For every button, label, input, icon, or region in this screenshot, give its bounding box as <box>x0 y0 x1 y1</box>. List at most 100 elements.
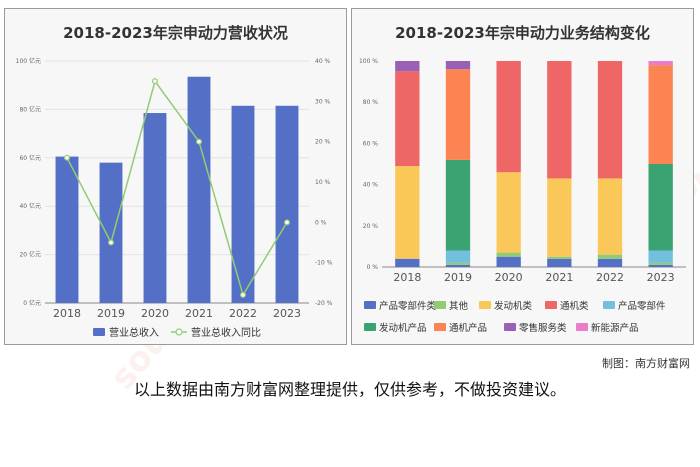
legend-swatch <box>603 301 615 309</box>
legend-label-yoy: 营业总收入同比 <box>191 326 261 339</box>
stacked-segment <box>597 61 623 179</box>
x-tick-label: 2019 <box>444 271 472 284</box>
revenue-chart: 0 亿元 20 亿元 40 亿元 60 亿元 80 亿元 100 亿元 -20 % -10 %… <box>16 57 333 339</box>
revenue-bar <box>55 156 79 303</box>
stacked-segment <box>445 159 471 251</box>
y-tick-label: 20 % <box>363 223 379 230</box>
y-left-tick-label: 40 亿元 <box>19 202 41 210</box>
legend-label: 产品零部件 <box>618 300 666 312</box>
stacked-segment <box>496 172 521 253</box>
x-tick-label: 2019 <box>97 307 125 320</box>
revenue-bar <box>143 113 167 303</box>
y-left-tick-label: 80 亿元 <box>19 105 41 113</box>
y-tick-label: 0 % <box>367 264 379 271</box>
y-tick-label: 100 % <box>359 58 378 65</box>
structure-chart-panel: 2018-2023年宗申动力业务结构变化 0 % 20 % 40 % 60 % 80 %… <box>351 8 694 345</box>
yoy-point <box>196 138 203 145</box>
y-tick-label: 80 % <box>363 99 379 106</box>
stacked-segment <box>547 258 572 267</box>
stacked-segment <box>597 258 623 267</box>
yoy-point <box>284 219 291 226</box>
legend-label: 通机产品 <box>449 322 487 334</box>
stacked-segment <box>395 71 420 167</box>
y-right-tick-label: -10 % <box>315 260 333 267</box>
stacked-segment <box>445 264 471 267</box>
legend-swatch <box>364 301 376 309</box>
revenue-chart-title: 2018-2023年宗申动力营收状况 <box>63 24 288 42</box>
stacked-segment <box>445 250 471 263</box>
y-left-tick-label: 0 亿元 <box>23 299 41 307</box>
structure-chart: 0 % 20 % 40 % 60 % 80 % 100 % 2018 2019 2020 2021… <box>359 58 686 334</box>
legend-swatch <box>479 301 491 309</box>
revenue-bar <box>231 105 255 304</box>
yoy-line <box>66 79 288 297</box>
revenue-bar <box>99 162 123 303</box>
stacked-segment <box>445 262 471 265</box>
y-tick-label: 60 % <box>363 140 379 147</box>
legend-label: 其他 <box>449 300 469 312</box>
stacked-segment <box>445 61 471 70</box>
stacked-segment <box>395 61 420 72</box>
x-tick-label: 2022 <box>229 307 257 320</box>
stacked-segment <box>648 65 673 164</box>
y-right-tick-label: 20 % <box>315 139 331 146</box>
legend-swatch <box>504 323 516 331</box>
stacked-segment <box>395 166 420 259</box>
stacked-segment <box>547 178 572 257</box>
credit-text: 制图：南方财富网 <box>602 357 690 370</box>
stacked-segment <box>547 61 572 179</box>
y-right-tick-label: 0 % <box>315 219 327 226</box>
legend-marker-yoy <box>175 328 183 336</box>
y-right-tick-label: 10 % <box>315 179 331 186</box>
stacked-segment <box>648 262 673 265</box>
x-tick-label: 2023 <box>273 307 301 320</box>
stacked-segment <box>597 254 623 259</box>
stacked-segment <box>547 256 572 259</box>
stacked-segment <box>648 250 673 263</box>
legend-swatch <box>364 323 376 331</box>
yoy-point <box>63 154 70 161</box>
y-tick-label: 40 % <box>363 182 379 189</box>
x-tick-label: 2021 <box>545 271 573 284</box>
y-left-tick-label: 60 亿元 <box>19 154 41 162</box>
x-tick-label: 2022 <box>596 271 624 284</box>
revenue-bar <box>275 105 299 304</box>
legend-swatch <box>576 323 588 331</box>
legend-label: 新能源产品 <box>591 322 639 334</box>
stacked-segment <box>648 164 673 251</box>
stacked-segment <box>597 178 623 255</box>
x-tick-label: 2020 <box>495 271 523 284</box>
revenue-bar <box>187 76 211 303</box>
stacked-segment <box>648 61 673 66</box>
x-tick-label: 2023 <box>647 271 675 284</box>
x-tick-label: 2021 <box>185 307 213 320</box>
stacked-segment <box>445 69 471 160</box>
stacked-segment <box>395 258 420 267</box>
stacked-segment <box>496 252 521 257</box>
y-right-tick-label: 30 % <box>315 98 331 105</box>
x-tick-label: 2020 <box>141 307 169 320</box>
legend-label: 零售服务类 <box>519 322 567 334</box>
legend-swatch <box>434 323 446 331</box>
x-tick-label: 2018 <box>393 271 421 284</box>
x-tick-label: 2018 <box>53 307 81 320</box>
yoy-point <box>240 291 247 298</box>
stacked-segment <box>496 61 521 173</box>
legend-label: 产品零部件类 <box>379 300 437 312</box>
stacked-segment <box>496 256 521 267</box>
legend-swatch <box>545 301 557 309</box>
y-left-tick-label: 100 亿元 <box>16 57 41 65</box>
legend-label: 发动机产品 <box>379 322 427 334</box>
legend-label: 发动机类 <box>494 300 533 312</box>
legend-label-revenue: 营业总收入 <box>109 326 159 339</box>
legend-swatch <box>434 301 446 309</box>
y-left-tick-label: 20 亿元 <box>19 251 41 259</box>
y-right-tick-label: 40 % <box>315 58 331 65</box>
yoy-point <box>107 239 114 246</box>
structure-chart-title: 2018-2023年宗申动力业务结构变化 <box>395 24 650 42</box>
legend-swatch-revenue <box>93 328 105 336</box>
stacked-segment <box>648 264 673 267</box>
legend-label: 通机类 <box>560 300 589 312</box>
disclaimer-text: 以上数据由南方财富网整理提供，仅供参考，不做投资建议。 <box>133 380 566 399</box>
yoy-point <box>152 78 159 85</box>
